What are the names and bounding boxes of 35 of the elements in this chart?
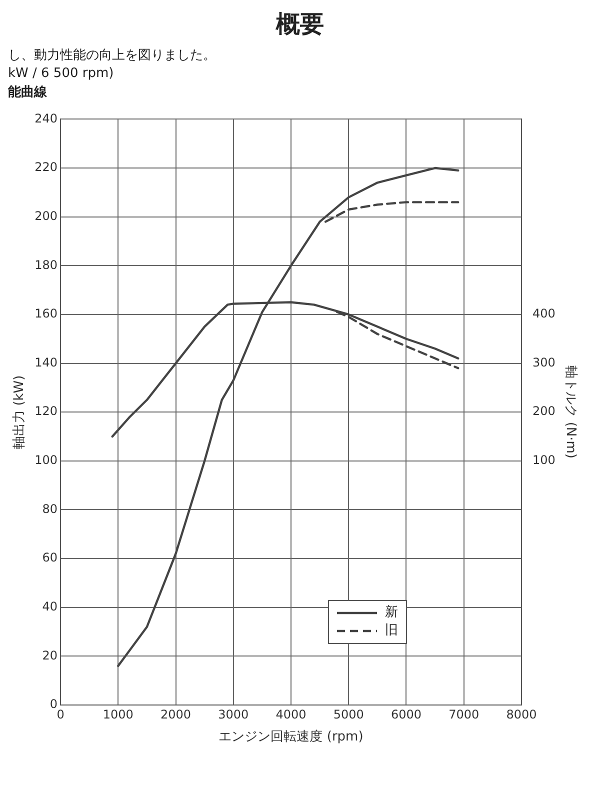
y-tick-label: 20 [42, 648, 58, 662]
y-tick-label: 100 [34, 453, 58, 468]
text: し、動力性能の向上を図りました。 [8, 47, 217, 64]
legend-label: 旧 [384, 622, 398, 640]
y-tick-label: 240 [34, 111, 58, 126]
y2-axis-title: 軸トルク (N·m) [562, 366, 578, 458]
x-axis-title: エンジン回転速度 (rpm) [218, 728, 364, 745]
y-tick-label: 0 [50, 697, 58, 712]
y-tick-label: 140 [34, 355, 58, 370]
chart-title: 概要 [274, 9, 325, 40]
y-tick-label: 120 [34, 404, 58, 418]
y-tick-label: 60 [42, 550, 58, 565]
x-tick-label: 5000 [333, 707, 364, 722]
x-tick-label: 3000 [218, 707, 249, 722]
x-tick-label: 4000 [276, 707, 306, 722]
y-tick-label: 200 [34, 208, 58, 223]
x-tick-label: 7000 [448, 707, 480, 722]
y2-tick-label: 300 [532, 355, 556, 370]
text: 能曲線 [8, 84, 48, 101]
legend-label: 新 [384, 604, 398, 622]
y-tick-label: 160 [34, 306, 58, 321]
x-tick-label: 1000 [102, 707, 134, 722]
x-tick-label: 2000 [160, 707, 192, 722]
y-tick-label: 220 [34, 160, 58, 174]
y-tick-label: 80 [42, 502, 58, 516]
x-tick-label: 8000 [506, 707, 537, 722]
y2-tick-label: 200 [532, 404, 556, 418]
x-tick-label: 6000 [390, 707, 422, 722]
text: kW / 6 500 rpm) [8, 66, 115, 81]
y-tick-label: 180 [34, 258, 58, 272]
y-axis-title: 軸出力 (kW) [12, 375, 28, 449]
y2-tick-label: 100 [532, 453, 556, 468]
y-tick-label: 40 [42, 599, 58, 614]
y2-tick-label: 400 [532, 306, 556, 321]
line-series [324, 201, 460, 223]
